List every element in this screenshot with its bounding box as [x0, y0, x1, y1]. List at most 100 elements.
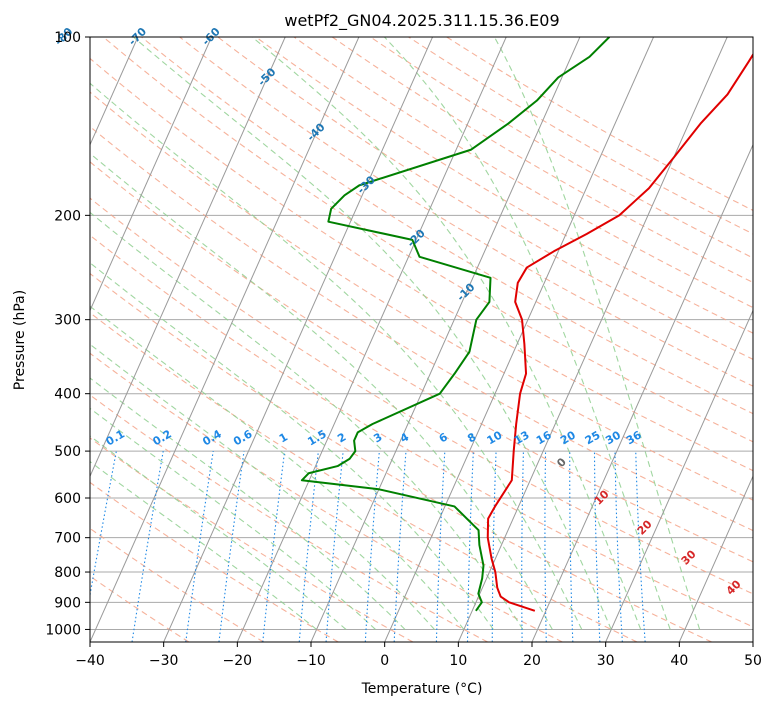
x-tick-label: −10 [296, 653, 326, 669]
isotherm-label: -20 [405, 226, 428, 249]
dry-adiabat-line [90, 575, 190, 642]
moist-adiabat-line [90, 262, 494, 630]
moist-adiabat-line [90, 407, 376, 630]
moist-adiabat-line [384, 37, 671, 630]
isotherm-line [457, 37, 728, 642]
mixing-ratio-line [593, 451, 601, 642]
x-tick-label: 20 [523, 653, 541, 669]
dry-adiabat-line [255, 37, 753, 334]
isotherm-label: -90 [0, 25, 2, 48]
dry-adiabat-line [90, 352, 563, 642]
mixing-ratio-line [325, 451, 344, 642]
moist-adiabat-line [132, 37, 612, 630]
moist-adiabat-line [90, 435, 347, 630]
mixing-ratio-line [90, 450, 117, 599]
moist-adiabat-label: 40 [724, 577, 744, 597]
dry-adiabat-line [90, 234, 753, 628]
dry-adiabat-line [217, 37, 753, 360]
annotation-layer: -100-90-80-70-60-50-40-30-20-100.10.20.4… [0, 25, 744, 598]
isotherm-label: -30 [355, 173, 378, 196]
mixing-ratio-line [435, 451, 446, 642]
mixing-ratio-label: 1 [277, 430, 290, 445]
y-tick-label: 600 [54, 491, 81, 507]
y-tick-label: 100 [54, 30, 81, 46]
isotherm-line [0, 37, 64, 642]
mixing-ratio-label: 16 [534, 428, 554, 447]
mixing-ratio-line [131, 451, 164, 642]
mixing-ratio-label: 0.1 [104, 427, 127, 448]
dry-adiabat-line [293, 37, 753, 309]
isotherm-line [90, 37, 139, 146]
ticks-layer: −40 −30 −20 −10 0 10 20 30 40 5010020030040050060… [45, 30, 762, 669]
mixing-ratio-line [466, 451, 474, 642]
dry-adiabat-line [90, 481, 339, 642]
isotherm-line [678, 475, 753, 642]
moist-adiabat-line [251, 37, 642, 630]
isotherm-line [531, 143, 753, 642]
isotherm-line [163, 37, 434, 642]
y-tick-label: 800 [54, 565, 81, 581]
dry-adiabat-line [90, 527, 264, 642]
x-tick-label: 50 [744, 653, 762, 669]
chart-title: wetPf2_GN04.2025.311.15.36.E09 [284, 11, 559, 31]
dry-adiabat-line [90, 91, 753, 501]
y-tick-label: 400 [54, 387, 81, 403]
moist-adiabat-line [90, 152, 553, 630]
y-tick-label: 300 [54, 313, 81, 329]
mixing-ratio-line [635, 451, 646, 642]
moist-adiabat-line [90, 343, 435, 630]
y-tick-label: 500 [54, 444, 81, 460]
y-tick-label: 1000 [45, 622, 81, 638]
mixing-ratio-line [218, 451, 245, 642]
y-tick-label: 700 [54, 531, 81, 547]
mixing-ratio-label: 4 [398, 430, 411, 445]
moist-adiabat-label: 30 [679, 547, 699, 567]
x-tick-label: 40 [670, 653, 688, 669]
mixing-ratio-label: 20 [558, 428, 578, 447]
moist-adiabat-line [90, 82, 583, 630]
isotherm-line [310, 37, 581, 642]
moist-adiabat-line [90, 377, 406, 630]
x-tick-label: 0 [380, 653, 389, 669]
moist-adiabat-line [90, 305, 465, 630]
mixing-ratio-line [491, 451, 497, 642]
isotherm-line [90, 37, 286, 478]
moist-adiabat-line [493, 37, 701, 630]
x-tick-label: −20 [223, 653, 253, 669]
isotherm-label: -50 [255, 65, 278, 88]
isotherm-label: -10 [454, 280, 477, 303]
x-axis-label: Temperature (°C) [361, 681, 483, 697]
moist-adiabat-label: 0 [554, 455, 569, 470]
mixing-ratio-label: 36 [624, 428, 644, 447]
x-tick-label: −40 [75, 653, 105, 669]
dewpoint-profile-line [300, 37, 611, 612]
isotherm-line [90, 37, 213, 312]
dry-adiabat-line [90, 125, 753, 532]
mixing-ratio-label: 3 [371, 430, 384, 445]
x-tick-label: −30 [149, 653, 179, 669]
mixing-ratio-label: 25 [583, 428, 603, 447]
isotherm-line [752, 640, 753, 642]
mixing-ratio-label: 10 [485, 428, 505, 447]
mixing-ratio-line [569, 451, 574, 642]
mixing-ratio-line [185, 451, 214, 642]
dry-adiabat-line [179, 37, 753, 387]
y-tick-label: 900 [54, 595, 81, 611]
temperature-profile-line [486, 52, 753, 612]
moist-adiabat-line [90, 211, 524, 630]
dry-adiabat-line [90, 272, 712, 642]
dry-adiabat-line [90, 161, 753, 563]
y-tick-label: 200 [54, 208, 81, 224]
isotherm-line [90, 37, 360, 642]
mixing-ratio-line [393, 451, 407, 642]
mixing-ratio-line [364, 451, 380, 642]
isotherm-label: -40 [304, 120, 327, 143]
mixing-ratio-line [262, 451, 286, 642]
y-axis-label: Pressure (hPa) [12, 290, 28, 390]
mixing-ratio-label: 0.2 [150, 427, 173, 448]
background-lines [0, 37, 753, 642]
isotherm-line [236, 37, 507, 642]
dry-adiabat-line [90, 312, 638, 642]
isotherm-line [384, 37, 655, 642]
